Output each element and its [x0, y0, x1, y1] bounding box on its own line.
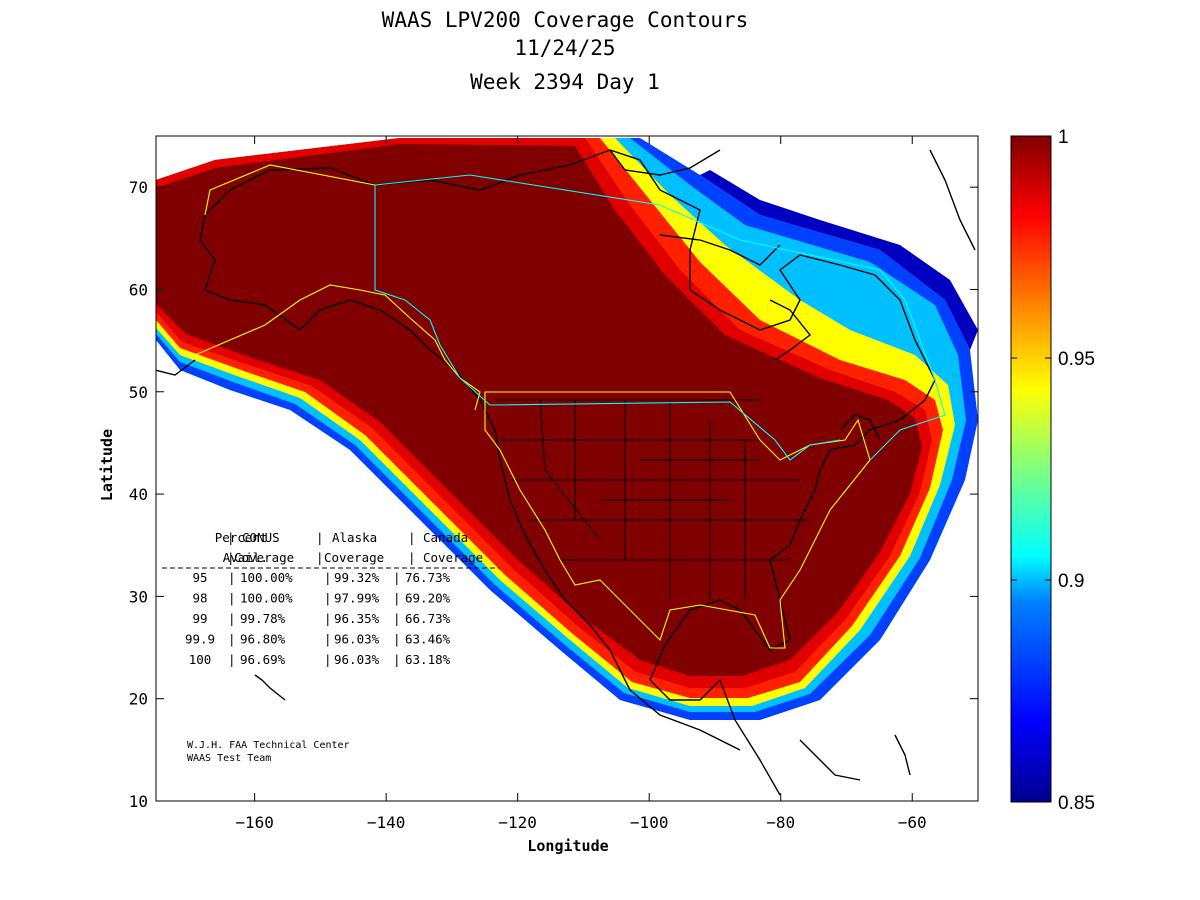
sep: |: [393, 632, 401, 647]
hdr-canada: Canada: [423, 530, 468, 545]
canada-us-border: [374, 185, 841, 461]
x-tick-label-5: −60: [898, 813, 927, 832]
table-rows: 95 | 100.00% | 99.32% | 76.73%98 | 100.00% | 97.99…: [185, 570, 451, 667]
coverage-table: Percent | CONUS | Alaska | Canada Avail.…: [162, 530, 521, 667]
sep: |: [393, 652, 401, 667]
row-conus: 99.78%: [240, 611, 286, 626]
y-tick-label-5: 60: [129, 280, 148, 299]
sep: |: [324, 591, 332, 606]
y-tick-label-3: 40: [129, 485, 148, 504]
row-alaska: 96.03%: [334, 652, 380, 667]
row-canada: 69.20%: [405, 591, 451, 606]
sep: |: [324, 632, 332, 647]
row-alaska: 96.35%: [334, 611, 380, 626]
row-avail: 98: [192, 591, 207, 606]
hdr-conus: CONUS: [242, 530, 280, 545]
sep: |: [324, 652, 332, 667]
canada-outline: [374, 174, 946, 461]
row-canada: 76.73%: [405, 570, 451, 585]
y-tick-label-6: 70: [129, 178, 148, 197]
y-tick-label-1: 20: [129, 690, 148, 709]
hdr-coverage-alaska: Coverage: [324, 550, 384, 565]
row-conus: 100.00%: [240, 591, 293, 606]
x-tick-label-1: −140: [367, 813, 406, 832]
hdr-alaska: Alaska: [332, 530, 377, 545]
x-tick-label-3: −100: [630, 813, 669, 832]
cb-tick-label-0: 0.85: [1058, 793, 1095, 814]
sep: |: [393, 570, 401, 585]
table-row: 100 | 96.69% | 96.03% | 63.18%: [189, 652, 451, 667]
y-tick-label-0: 10: [129, 792, 148, 811]
sep: |: [393, 591, 401, 606]
table-row: 99.9 | 96.80% | 96.03% | 63.46%: [185, 632, 451, 647]
title-line-2: 11/24/25: [514, 36, 615, 60]
row-avail: 99: [192, 611, 207, 626]
cb-tick-label-1: 0.9: [1058, 571, 1084, 592]
sep: |: [228, 570, 236, 585]
x-tick-label-4: −80: [766, 813, 795, 832]
uncovered-region: [640, 138, 978, 330]
credit-line-2: WAAS Test Team: [187, 753, 271, 764]
table-row: 95 | 100.00% | 99.32% | 76.73%: [192, 570, 450, 585]
x-tick-label-0: −160: [235, 813, 274, 832]
table-header-2: Avail. | Coverage | Coverage | Coverage: [170, 550, 521, 565]
y-tick-label-4: 50: [129, 383, 148, 402]
coastlines: [156, 149, 976, 796]
row-alaska: 97.99%: [334, 591, 380, 606]
colorbar-ticks: 0.85 0.9 0.95 1: [1011, 127, 1095, 814]
row-alaska: 99.32%: [334, 570, 380, 585]
colorbar-gradient: [1010, 135, 1052, 803]
row-alaska: 96.03%: [334, 632, 380, 647]
sep: |: [393, 611, 401, 626]
title-line-3: Week 2394 Day 1: [470, 70, 660, 94]
row-canada: 63.46%: [405, 632, 451, 647]
cb-tick-label-3: 1: [1058, 127, 1069, 148]
title-line-1: WAAS LPV200 Coverage Contours: [382, 8, 749, 32]
state-boundaries: [495, 399, 810, 600]
sep: |: [228, 632, 236, 647]
sep: |: [228, 611, 236, 626]
x-axis-label: Longitude: [527, 837, 608, 855]
sep: |: [228, 591, 236, 606]
row-canada: 66.73%: [405, 611, 451, 626]
sep: |: [324, 570, 332, 585]
sep: |: [228, 652, 236, 667]
row-conus: 96.80%: [240, 632, 286, 647]
row-avail: 95: [192, 570, 207, 585]
cb-tick-label-2: 0.95: [1058, 349, 1095, 370]
credit-line-1: W.J.H. FAA Technical Center: [187, 740, 350, 751]
sep: |: [324, 611, 332, 626]
service-area-outlines: [194, 164, 946, 649]
plot-area: −160 −140 −120 −100 −80 −60 10 20 30 40 50 60 70: [129, 135, 979, 832]
row-avail: 99.9: [185, 632, 215, 647]
colorbar: 0.85 0.9 0.95 1: [1010, 127, 1095, 814]
plot-frame: [155, 135, 979, 802]
hdr-coverage-conus: Coverage: [234, 550, 294, 565]
contour-core-100: [156, 144, 922, 676]
y-axis-label: Latitude: [98, 429, 116, 501]
row-conus: 96.69%: [240, 652, 286, 667]
axis-ticks: −160 −140 −120 −100 −80 −60 10 20 30 40 50 60 70: [129, 136, 978, 832]
alaska-outline-north: [204, 164, 376, 216]
table-header-1: Percent | CONUS | Alaska | Canada: [162, 530, 506, 545]
table-row: 98 | 100.00% | 97.99% | 69.20%: [192, 591, 450, 606]
y-tick-label-2: 30: [129, 587, 148, 606]
row-conus: 100.00%: [240, 570, 293, 585]
table-row: 99 | 99.78% | 96.35% | 66.73%: [192, 611, 450, 626]
coverage-contours: [156, 138, 978, 720]
x-tick-label-2: −120: [498, 813, 537, 832]
row-avail: 100: [189, 652, 212, 667]
row-canada: 63.18%: [405, 652, 451, 667]
contour-band-edge: [700, 170, 978, 350]
hdr-coverage-canada: Coverage: [423, 550, 483, 565]
